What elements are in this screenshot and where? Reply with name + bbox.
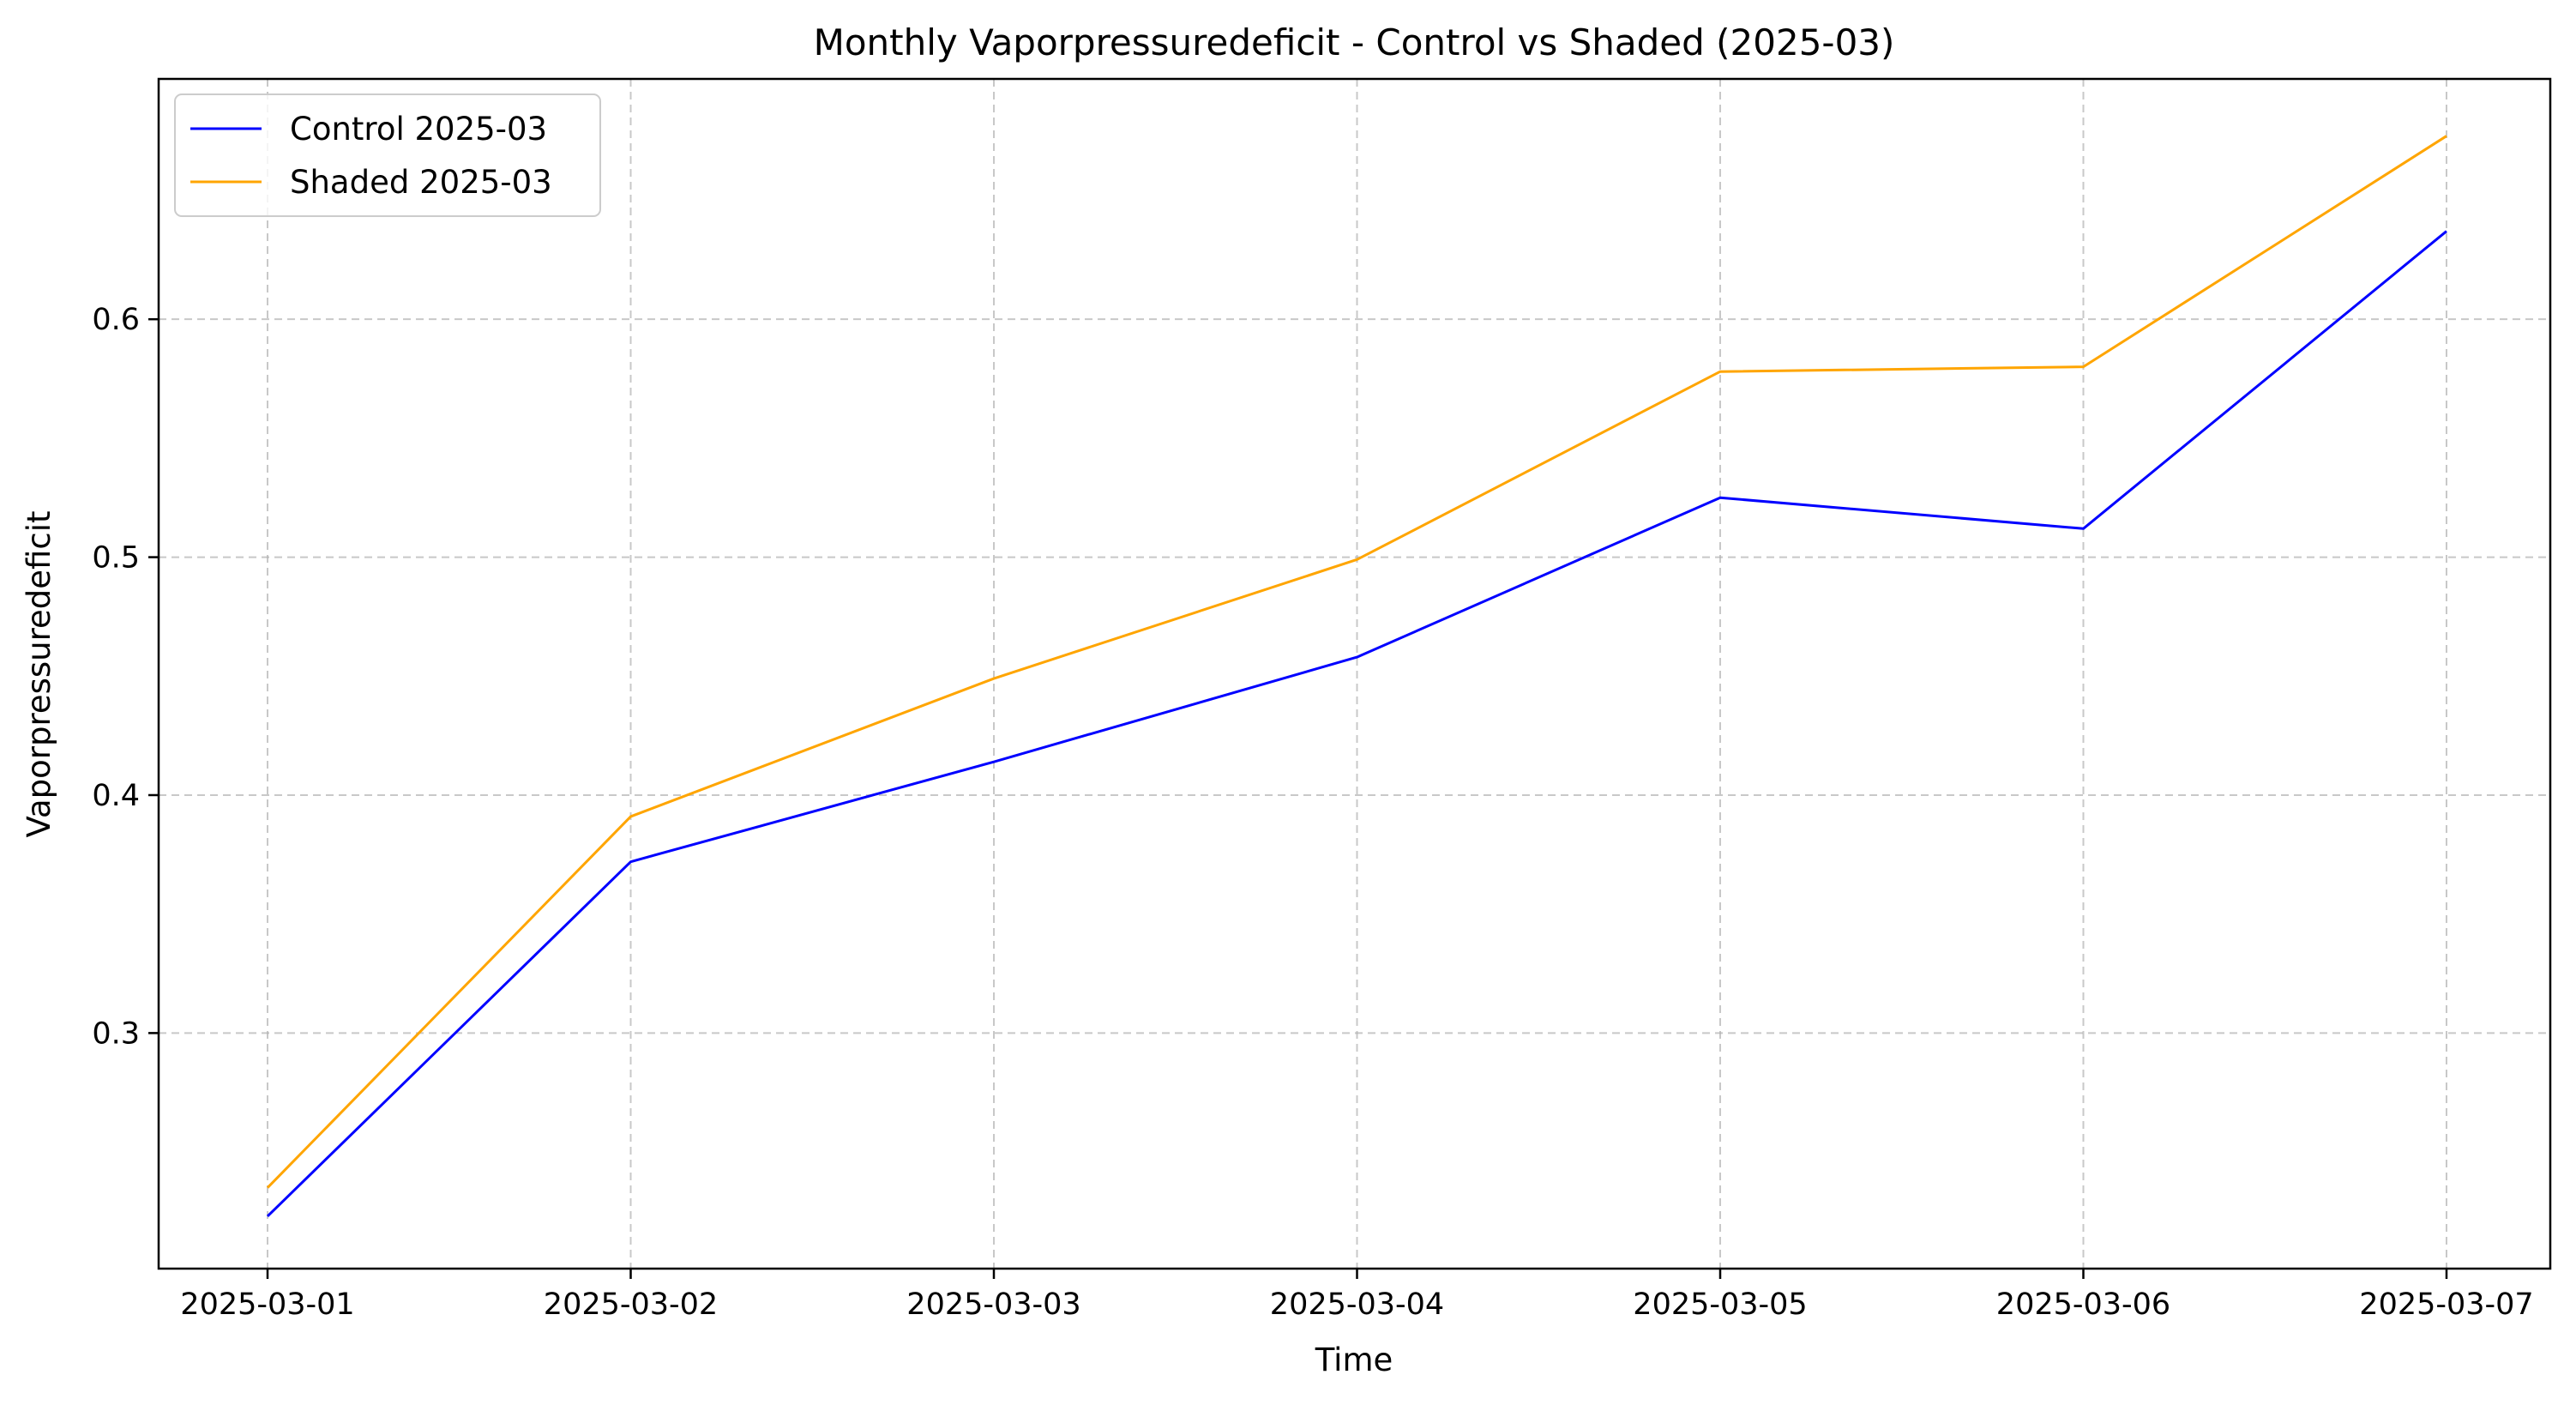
plot-frame [157, 77, 2552, 1270]
legend-shaded-label: Shaded 2025-03 [290, 164, 552, 201]
x-tick-label: 2025-03-01 [180, 1287, 354, 1322]
x-tick-label: 2025-03-02 [544, 1287, 718, 1322]
series-lines [266, 135, 2447, 1218]
grid-lines [159, 79, 2550, 1269]
x-tick-label: 2025-03-04 [1270, 1287, 1444, 1322]
y-tick-label: 0.6 [92, 303, 140, 337]
legend-box [174, 93, 601, 217]
legend: Control 2025-03 Shaded 2025-03 [174, 93, 601, 217]
y-axis-label: Vaporpressuredeficit [21, 511, 57, 838]
legend-control-label: Control 2025-03 [290, 111, 547, 148]
x-axis-label: Time [1315, 1342, 1393, 1378]
chart-title: Monthly Vaporpressuredeficit - Control v… [814, 21, 1895, 63]
x-tick-label: 2025-03-05 [1633, 1287, 1807, 1322]
y-tick-label: 0.4 [92, 779, 140, 813]
y-tick-label: 0.3 [92, 1016, 140, 1051]
y-tick-label: 0.5 [92, 541, 140, 576]
shaded-series-line [266, 135, 2447, 1189]
x-tick-label: 2025-03-07 [2359, 1287, 2533, 1322]
x-tick-label: 2025-03-06 [1996, 1287, 2170, 1322]
axis-ticks: 2025-03-01 2025-03-02 2025-03-03 2025-03-04… [92, 303, 2533, 1322]
control-series-line [266, 230, 2447, 1218]
x-tick-label: 2025-03-03 [906, 1287, 1080, 1322]
